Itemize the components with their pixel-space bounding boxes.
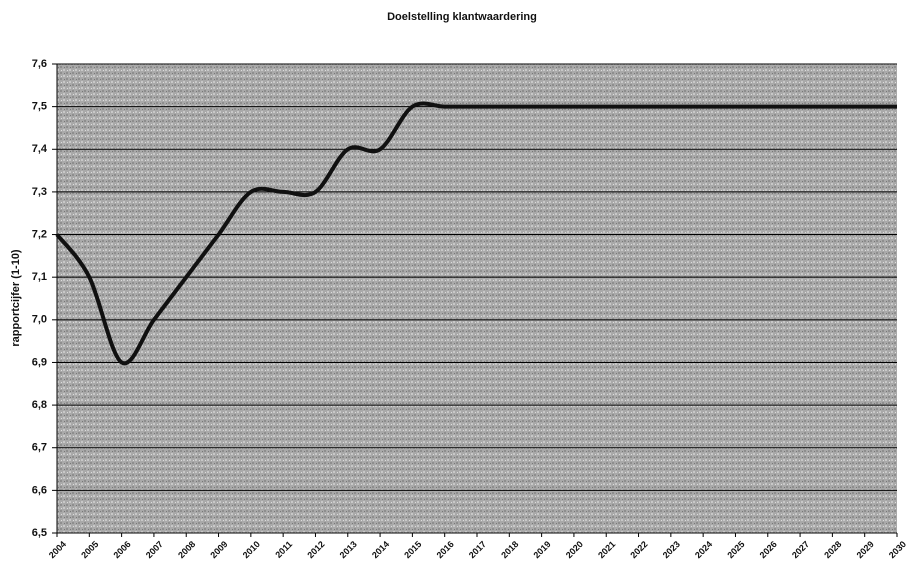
- y-tick-label: 7,2: [32, 228, 47, 240]
- y-tick-label: 6,7: [32, 442, 47, 454]
- x-tick-label: 2020: [564, 539, 585, 560]
- chart-title: Doelstelling klantwaardering: [387, 11, 537, 23]
- x-tick-label: 2019: [531, 539, 552, 560]
- x-tick-label: 2007: [144, 539, 165, 560]
- x-tick-label: 2008: [176, 539, 197, 560]
- x-tick-label: 2015: [402, 539, 423, 560]
- plot-area: [57, 64, 897, 533]
- x-tick-label: 2006: [111, 539, 132, 560]
- y-tick-label: 6,8: [32, 399, 47, 411]
- y-tick-label: 7,5: [32, 101, 47, 113]
- y-axis-label: rapportcijfer (1-10): [10, 249, 22, 347]
- series-line: [55, 101, 897, 366]
- x-tick-label: 2024: [693, 539, 714, 560]
- y-tick-label: 7,4: [32, 143, 48, 155]
- x-tick-label: 2026: [758, 539, 779, 560]
- x-tick-label: 2028: [822, 539, 843, 560]
- x-tick-label: 2030: [887, 539, 908, 560]
- x-tick-label: 2018: [499, 539, 520, 560]
- y-tick-label: 7,0: [32, 314, 47, 326]
- y-tick-label: 6,9: [32, 356, 47, 368]
- x-tick-label: 2013: [338, 539, 359, 560]
- x-tick-label: 2005: [79, 539, 100, 560]
- x-tick-label: 2021: [596, 539, 617, 560]
- y-tick-label: 7,3: [32, 186, 47, 198]
- x-tick-label: 2011: [273, 539, 294, 560]
- x-tick-label: 2022: [628, 539, 649, 560]
- y-tick-label: 7,1: [32, 271, 47, 283]
- x-tick-label: 2027: [790, 539, 811, 560]
- x-tick-label: 2012: [305, 539, 326, 560]
- x-tick-label: 2016: [435, 539, 456, 560]
- y-tick-label: 6,5: [32, 527, 47, 539]
- x-tick-label: 2009: [208, 539, 229, 560]
- x-tick-label: 2014: [370, 539, 391, 560]
- y-tick-label: 6,6: [32, 484, 47, 496]
- x-tick-label: 2023: [661, 539, 682, 560]
- x-tick-label: 2017: [467, 539, 488, 560]
- x-tick-label: 2025: [725, 539, 746, 560]
- y-tick-label: 7,6: [32, 58, 47, 70]
- x-tick-label: 2004: [47, 539, 68, 560]
- x-tick-label: 2010: [241, 539, 262, 560]
- x-tick-label: 2029: [855, 539, 876, 560]
